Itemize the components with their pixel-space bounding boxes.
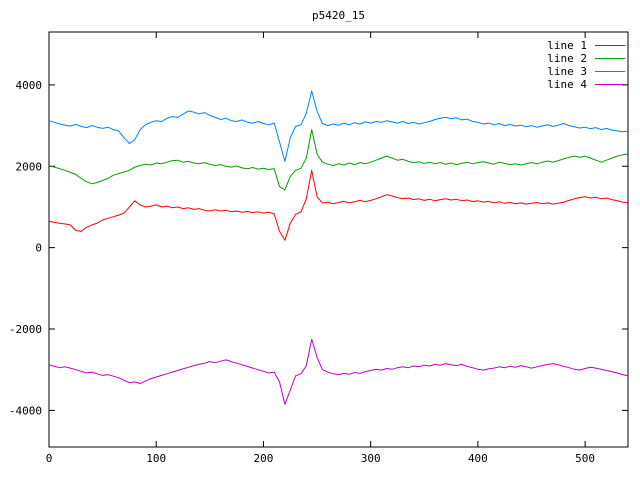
series-line-4 <box>48 338 629 405</box>
legend: line 1 line 2 line 3 line 4 <box>547 39 625 91</box>
x-tick-label: 100 <box>146 452 166 465</box>
legend-label: line 1 <box>547 39 587 52</box>
y-tick-label: 4000 <box>16 79 43 92</box>
legend-line-sample <box>595 71 625 72</box>
y-tick-label: -4000 <box>9 404 42 417</box>
x-tick-label: 300 <box>361 452 381 465</box>
legend-label: line 2 <box>547 52 587 65</box>
legend-item: line 1 <box>547 39 625 52</box>
legend-line-sample <box>595 45 625 46</box>
series-line-1 <box>48 169 629 241</box>
series-line-3 <box>48 90 629 162</box>
legend-line-sample <box>595 58 625 59</box>
y-tick-label: -2000 <box>9 323 42 336</box>
x-tick-label: 500 <box>575 452 595 465</box>
x-tick-label: 200 <box>254 452 274 465</box>
legend-item: line 4 <box>547 78 625 91</box>
x-tick-label: 0 <box>46 452 53 465</box>
y-tick-label: 2000 <box>16 160 43 173</box>
chart-title: p5420_15 <box>312 9 365 22</box>
y-tick-label: 0 <box>35 242 42 255</box>
series-line-2 <box>48 129 629 191</box>
legend-label: line 4 <box>547 78 587 91</box>
legend-label: line 3 <box>547 65 587 78</box>
legend-item: line 3 <box>547 65 625 78</box>
legend-item: line 2 <box>547 52 625 65</box>
x-tick-label: 400 <box>468 452 488 465</box>
legend-line-sample <box>595 84 625 85</box>
plot-border <box>48 31 629 448</box>
